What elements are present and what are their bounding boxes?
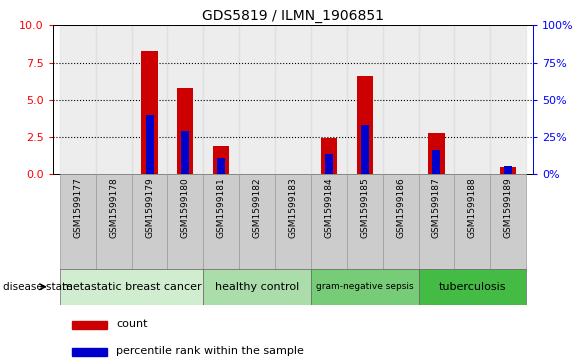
- Text: GSM1599178: GSM1599178: [109, 177, 118, 238]
- Bar: [383, 174, 418, 269]
- Text: tuberculosis: tuberculosis: [438, 282, 506, 292]
- Bar: [361, 125, 369, 174]
- Bar: [72, 348, 107, 356]
- Bar: [203, 269, 311, 305]
- Bar: [203, 25, 239, 174]
- Bar: [203, 174, 239, 269]
- Text: GSM1599183: GSM1599183: [288, 177, 298, 238]
- Text: GSM1599184: GSM1599184: [325, 177, 333, 238]
- Bar: [454, 25, 490, 174]
- Text: healthy control: healthy control: [215, 282, 299, 292]
- Bar: [418, 25, 454, 174]
- Bar: [239, 174, 275, 269]
- Bar: [311, 174, 347, 269]
- Text: GSM1599188: GSM1599188: [468, 177, 477, 238]
- Text: GSM1599180: GSM1599180: [181, 177, 190, 238]
- Text: GSM1599181: GSM1599181: [217, 177, 226, 238]
- Bar: [60, 25, 96, 174]
- Bar: [60, 174, 96, 269]
- Bar: [490, 174, 526, 269]
- Bar: [504, 166, 512, 174]
- Bar: [347, 174, 383, 269]
- Bar: [490, 25, 526, 174]
- Bar: [275, 25, 311, 174]
- Bar: [383, 25, 418, 174]
- Bar: [418, 269, 526, 305]
- Bar: [60, 269, 203, 305]
- Bar: [500, 167, 516, 174]
- Text: GSM1599187: GSM1599187: [432, 177, 441, 238]
- Text: GSM1599185: GSM1599185: [360, 177, 369, 238]
- Text: GSM1599186: GSM1599186: [396, 177, 405, 238]
- Text: gram-negative sepsis: gram-negative sepsis: [316, 282, 414, 291]
- Bar: [321, 138, 337, 174]
- Text: GSM1599177: GSM1599177: [73, 177, 83, 238]
- Bar: [311, 269, 418, 305]
- Bar: [275, 174, 311, 269]
- Bar: [347, 25, 383, 174]
- Bar: [132, 174, 168, 269]
- Bar: [217, 158, 225, 174]
- Text: GSM1599179: GSM1599179: [145, 177, 154, 238]
- Text: GSM1599189: GSM1599189: [503, 177, 513, 238]
- Bar: [168, 174, 203, 269]
- Bar: [96, 174, 132, 269]
- Bar: [357, 76, 373, 174]
- Bar: [213, 146, 229, 174]
- Bar: [72, 321, 107, 329]
- Bar: [182, 131, 189, 174]
- Bar: [178, 88, 193, 174]
- Text: GSM1599182: GSM1599182: [253, 177, 261, 238]
- Text: count: count: [116, 319, 148, 329]
- Bar: [325, 154, 333, 174]
- Bar: [239, 25, 275, 174]
- Bar: [432, 150, 441, 174]
- Bar: [132, 25, 168, 174]
- Bar: [454, 174, 490, 269]
- Bar: [428, 132, 445, 174]
- Text: metastatic breast cancer: metastatic breast cancer: [62, 282, 202, 292]
- Bar: [168, 25, 203, 174]
- Bar: [96, 25, 132, 174]
- Bar: [311, 25, 347, 174]
- Text: percentile rank within the sample: percentile rank within the sample: [116, 346, 304, 356]
- Bar: [145, 115, 154, 174]
- Bar: [141, 51, 158, 174]
- Text: disease state: disease state: [3, 282, 73, 292]
- Title: GDS5819 / ILMN_1906851: GDS5819 / ILMN_1906851: [202, 9, 384, 23]
- Bar: [418, 174, 454, 269]
